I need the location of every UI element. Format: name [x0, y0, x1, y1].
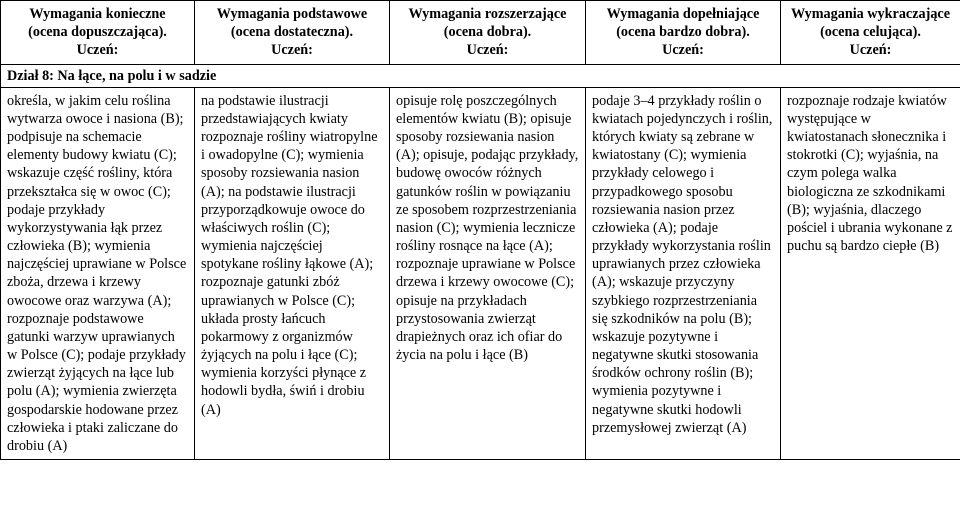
header-col-3: Wymagania rozszerzające (ocena dobra). U… — [390, 1, 586, 65]
header-student: Uczeń: — [201, 41, 383, 59]
header-grade: (ocena celująca). — [787, 23, 954, 41]
cell-rozszerzajace: opisuje rolę poszczególnych elementów kw… — [390, 87, 586, 459]
header-col-5: Wymagania wykraczające (ocena celująca).… — [781, 1, 960, 65]
header-row: Wymagania konieczne (ocena dopuszczająca… — [1, 1, 960, 65]
header-grade: (ocena dostateczna). — [201, 23, 383, 41]
section-title-row: Dział 8: Na łące, na polu i w sadzie — [1, 64, 960, 87]
header-col-1: Wymagania konieczne (ocena dopuszczająca… — [1, 1, 195, 65]
header-grade: (ocena dopuszczająca). — [7, 23, 188, 41]
section-title: Dział 8: Na łące, na polu i w sadzie — [1, 64, 960, 87]
cell-dopelniajace: podaje 3–4 przykłady roślin o kwiatach p… — [586, 87, 781, 459]
header-grade: (ocena bardzo dobra). — [592, 23, 774, 41]
header-col-4: Wymagania dopełniające (ocena bardzo dob… — [586, 1, 781, 65]
header-student: Uczeń: — [787, 41, 954, 59]
header-title: Wymagania wykraczające — [787, 5, 954, 23]
cell-konieczne: określa, w jakim celu roślina wytwarza o… — [1, 87, 195, 459]
content-row: określa, w jakim celu roślina wytwarza o… — [1, 87, 960, 459]
header-col-2: Wymagania podstawowe (ocena dostateczna)… — [195, 1, 390, 65]
header-title: Wymagania podstawowe — [201, 5, 383, 23]
header-student: Uczeń: — [7, 41, 188, 59]
header-title: Wymagania dopełniające — [592, 5, 774, 23]
header-grade: (ocena dobra). — [396, 23, 579, 41]
requirements-table: Wymagania konieczne (ocena dopuszczająca… — [0, 0, 960, 460]
header-title: Wymagania konieczne — [7, 5, 188, 23]
cell-wykraczajace: rozpoznaje rodzaje kwiatów występujące w… — [781, 87, 960, 459]
header-title: Wymagania rozszerzające — [396, 5, 579, 23]
cell-podstawowe: na podstawie ilustracji przedstawiającyc… — [195, 87, 390, 459]
header-student: Uczeń: — [396, 41, 579, 59]
header-student: Uczeń: — [592, 41, 774, 59]
